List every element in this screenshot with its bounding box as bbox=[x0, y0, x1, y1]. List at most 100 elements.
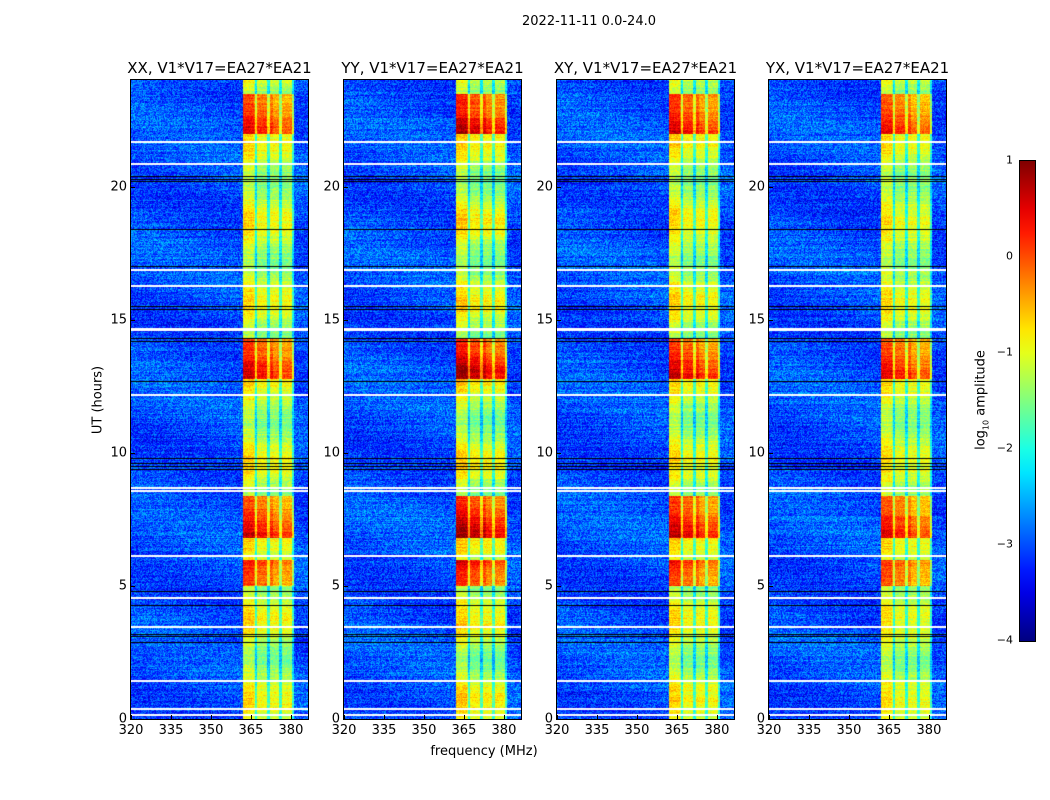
y-tick-label: 10 bbox=[323, 445, 340, 461]
y-tick-label: 10 bbox=[536, 445, 553, 461]
x-tick-label: 380 bbox=[704, 723, 730, 738]
y-tick-mark bbox=[131, 719, 135, 720]
x-tick-mark bbox=[383, 715, 385, 719]
y-tick-label: 15 bbox=[536, 312, 553, 328]
x-tick-label: 335 bbox=[584, 723, 610, 738]
colorbar-label-base: 10 bbox=[981, 419, 991, 431]
y-tick-mark bbox=[557, 452, 561, 454]
y-tick-label: 15 bbox=[323, 312, 340, 328]
y-tick-mark bbox=[131, 186, 135, 188]
colorbar-tick-label: −4 bbox=[996, 633, 1013, 647]
y-tick-mark bbox=[344, 186, 348, 188]
x-tick-label: 350 bbox=[411, 723, 437, 738]
colorbar bbox=[1019, 160, 1036, 642]
x-tick-mark bbox=[290, 715, 292, 719]
spectrogram-panel-yx bbox=[768, 79, 947, 720]
y-tick-mark bbox=[769, 719, 773, 720]
x-tick-label: 380 bbox=[491, 723, 517, 738]
panel-title: XY, V1*V17=EA27*EA21 bbox=[553, 59, 738, 77]
colorbar-tick-label: −2 bbox=[996, 441, 1013, 455]
spectrogram-panel-yy bbox=[343, 79, 522, 720]
y-tick-mark bbox=[131, 585, 135, 587]
x-tick-label: 335 bbox=[371, 723, 397, 738]
y-tick-label: 0 bbox=[544, 711, 553, 727]
y-tick-label: 20 bbox=[748, 179, 765, 194]
y-tick-label: 20 bbox=[110, 179, 127, 194]
x-tick-label: 380 bbox=[916, 723, 942, 738]
y-tick-label: 0 bbox=[756, 711, 765, 727]
y-tick-mark bbox=[769, 452, 773, 454]
y-tick-label: 0 bbox=[118, 711, 127, 727]
x-tick-label: 350 bbox=[836, 723, 862, 738]
y-tick-mark bbox=[769, 319, 773, 321]
panel-title: XX, V1*V17=EA27*EA21 bbox=[127, 59, 312, 77]
figure-title: 2022-11-11 0.0-24.0 bbox=[522, 14, 656, 29]
x-tick-mark bbox=[676, 715, 678, 719]
colorbar-label: log10 amplitude bbox=[974, 350, 991, 450]
x-tick-mark bbox=[250, 715, 252, 719]
y-tick-mark bbox=[131, 319, 135, 321]
x-tick-mark bbox=[423, 715, 425, 719]
x-tick-label: 320 bbox=[331, 723, 357, 738]
y-tick-mark bbox=[344, 585, 348, 587]
x-tick-label: 365 bbox=[876, 723, 902, 738]
x-tick-mark bbox=[928, 715, 930, 719]
y-tick-label: 20 bbox=[536, 179, 553, 194]
panel-title: YY, V1*V17=EA27*EA21 bbox=[341, 59, 524, 77]
y-tick-mark bbox=[769, 585, 773, 587]
x-tick-label: 320 bbox=[118, 723, 144, 738]
y-tick-mark bbox=[769, 186, 773, 188]
colorbar-label-text: amplitude bbox=[973, 350, 989, 420]
x-tick-mark bbox=[210, 715, 212, 719]
y-tick-label: 10 bbox=[748, 445, 765, 461]
x-tick-label: 335 bbox=[796, 723, 822, 738]
x-tick-mark bbox=[808, 715, 810, 719]
y-tick-label: 5 bbox=[331, 578, 340, 594]
x-tick-label: 365 bbox=[451, 723, 477, 738]
y-tick-mark bbox=[557, 719, 561, 720]
y-tick-mark bbox=[344, 719, 348, 720]
colorbar-tick-label: 0 bbox=[1006, 249, 1013, 263]
y-axis-label: UT (hours) bbox=[90, 365, 106, 435]
x-tick-mark bbox=[596, 715, 598, 719]
y-tick-label: 15 bbox=[110, 312, 127, 328]
y-tick-mark bbox=[557, 585, 561, 587]
x-tick-mark bbox=[503, 715, 505, 719]
x-tick-label: 320 bbox=[756, 723, 782, 738]
x-tick-mark bbox=[463, 715, 465, 719]
colorbar-label-log: log bbox=[973, 430, 989, 450]
spectrogram-panel-xx bbox=[130, 79, 309, 720]
y-tick-label: 5 bbox=[756, 578, 765, 594]
x-tick-label: 365 bbox=[664, 723, 690, 738]
y-tick-mark bbox=[557, 186, 561, 188]
x-tick-label: 380 bbox=[278, 723, 304, 738]
y-tick-label: 10 bbox=[110, 445, 127, 461]
y-tick-mark bbox=[131, 452, 135, 454]
y-tick-label: 20 bbox=[323, 179, 340, 194]
panel-title: YX, V1*V17=EA27*EA21 bbox=[765, 59, 950, 77]
y-tick-label: 15 bbox=[748, 312, 765, 328]
x-axis-label: frequency (MHz) bbox=[430, 744, 538, 759]
x-tick-label: 335 bbox=[158, 723, 184, 738]
x-tick-mark bbox=[769, 715, 770, 719]
y-tick-label: 5 bbox=[544, 578, 553, 594]
y-tick-label: 5 bbox=[118, 578, 127, 594]
x-tick-mark bbox=[716, 715, 718, 719]
x-tick-mark bbox=[170, 715, 172, 719]
x-tick-mark bbox=[557, 715, 558, 719]
y-tick-label: 0 bbox=[331, 711, 340, 727]
colorbar-tick-label: 1 bbox=[1006, 153, 1013, 167]
colorbar-tick-label: −3 bbox=[996, 537, 1013, 551]
x-tick-label: 350 bbox=[624, 723, 650, 738]
x-tick-mark bbox=[636, 715, 638, 719]
x-tick-label: 320 bbox=[544, 723, 570, 738]
x-tick-label: 365 bbox=[238, 723, 264, 738]
spectrogram-panel-xy bbox=[556, 79, 735, 720]
colorbar-tick-label: −1 bbox=[996, 345, 1013, 359]
x-tick-mark bbox=[344, 715, 345, 719]
y-tick-mark bbox=[557, 319, 561, 321]
x-tick-mark bbox=[131, 715, 132, 719]
y-tick-mark bbox=[344, 452, 348, 454]
x-tick-mark bbox=[888, 715, 890, 719]
